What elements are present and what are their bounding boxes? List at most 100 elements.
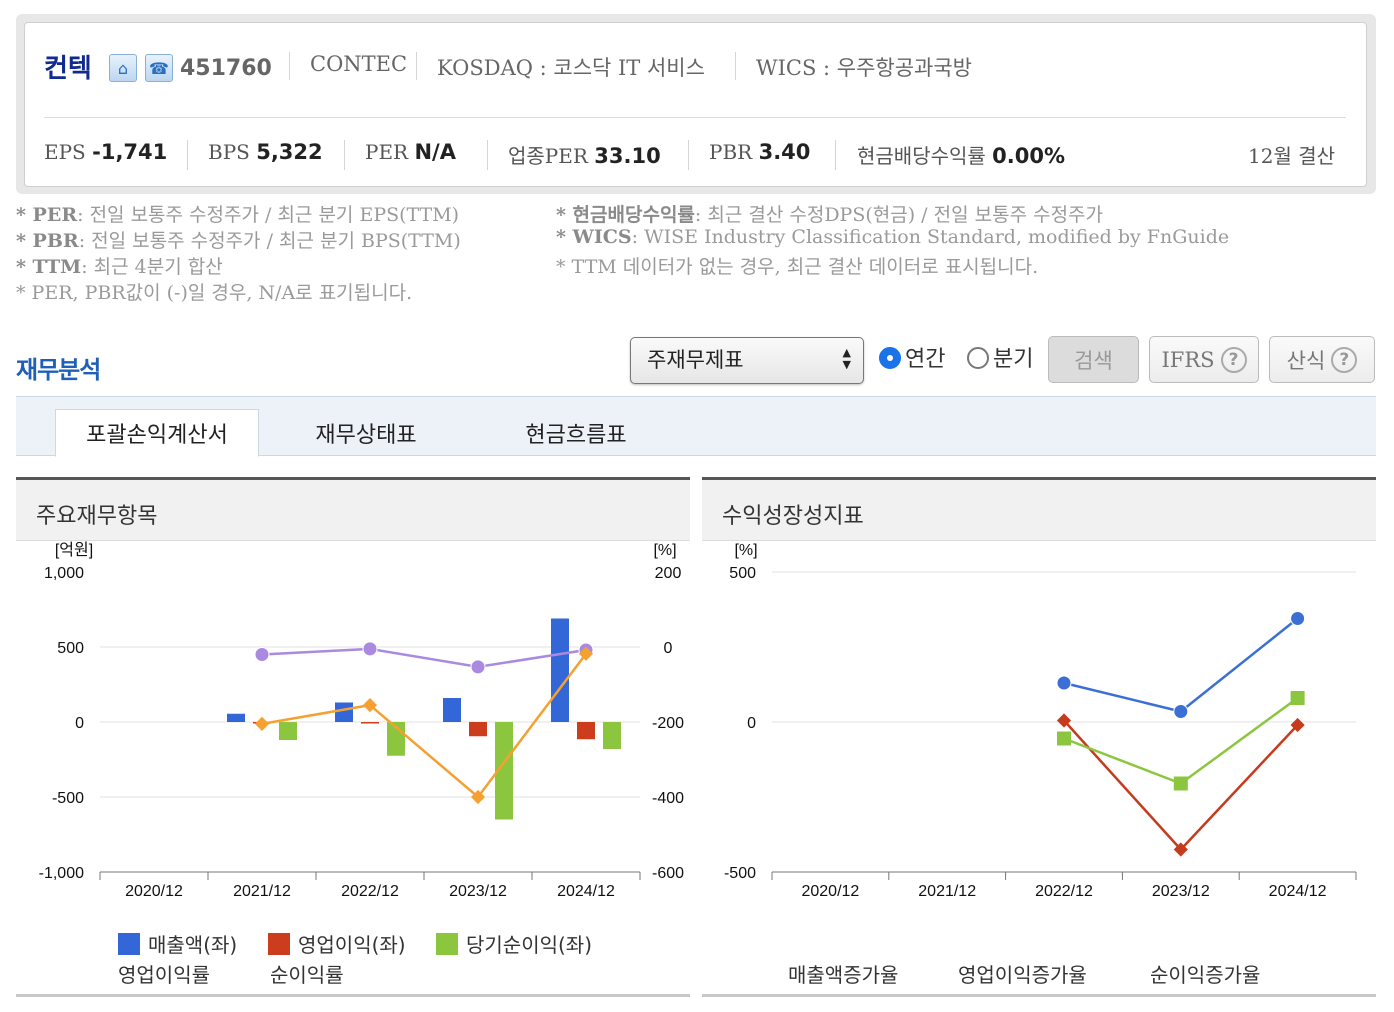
point-net-margin xyxy=(578,646,594,661)
divider xyxy=(487,140,488,170)
note-na: * PER, PBR값이 (-)일 경우, N/A로 표기됩니다. xyxy=(16,282,413,304)
y-tick-label: 1,000 xyxy=(44,565,84,582)
point-net-growth xyxy=(1173,776,1188,791)
help-icon: ? xyxy=(1220,346,1247,373)
radio-quarter[interactable] xyxy=(967,347,989,369)
divider xyxy=(289,52,290,80)
radio-annual-label[interactable]: 연간 xyxy=(905,347,946,372)
company-english-name: CONTEC xyxy=(310,52,408,76)
legend-op-income: 영업이익(좌) xyxy=(268,929,406,958)
legend-net-income: 당기순이익(좌) xyxy=(436,929,592,958)
x-tick-label: 2021/12 xyxy=(233,883,291,900)
point-sales-growth xyxy=(1290,611,1306,626)
settlement-month: 12월 결산 xyxy=(1248,144,1336,168)
header-divider xyxy=(44,117,1346,118)
y-tick-label: -1,000 xyxy=(39,865,84,882)
x-tick-label: 2023/12 xyxy=(449,883,507,900)
growth-indicators-chart: 500 0 -500 [%] 2020/12 2021/12 2022/12 2023/12 2… xyxy=(724,542,1357,900)
bar-net-income xyxy=(279,722,297,740)
bar-net-income xyxy=(603,722,621,749)
metric-dividend-yield: 현금배당수익률 0.00% xyxy=(857,144,1066,168)
main-financials-chart: 1,000 200 500 0 0 -200 -500 -400 -1,000 -600 [억원] [… xyxy=(39,541,684,900)
metric-eps: EPS -1,741 xyxy=(44,140,168,164)
tab-balance-sheet[interactable]: 재무상태표 xyxy=(315,423,417,448)
divider xyxy=(835,140,836,170)
radio-annual[interactable] xyxy=(879,347,901,369)
y2-tick-label: -600 xyxy=(652,865,684,882)
phone-icon[interactable]: ☎ xyxy=(145,54,173,82)
note-dividend: * 현금배당수익률: 최근 결산 수정DPS(현금) / 전일 보통주 수정주가 xyxy=(556,204,1104,226)
legend-swatch xyxy=(436,932,458,955)
x-tick-label: 2021/12 xyxy=(918,883,976,900)
x-tick-label: 2022/12 xyxy=(1035,883,1093,900)
home-icon[interactable]: ⌂ xyxy=(109,54,137,82)
ifrs-button[interactable]: IFRS? xyxy=(1149,336,1259,383)
bar-op-income xyxy=(469,722,487,737)
bar-op-income xyxy=(361,722,379,724)
statement-select[interactable]: 주재무제표 ▲ ▼ xyxy=(630,337,864,384)
line-op-margin xyxy=(261,647,587,669)
metric-industry-per: 업종PER 33.10 xyxy=(508,144,661,168)
x-tick-label: 2022/12 xyxy=(341,883,399,900)
y-axis-unit: [%] xyxy=(734,542,757,559)
search-button[interactable]: 검색 xyxy=(1048,336,1139,383)
y2-tick-label: -200 xyxy=(652,715,684,732)
point-sales-growth xyxy=(1056,675,1072,691)
y2-tick-label: 0 xyxy=(664,640,673,657)
note-ttm-missing: * TTM 데이터가 없는 경우, 최근 결산 데이터로 표시됩니다. xyxy=(556,256,1039,278)
panel-bottom-border xyxy=(702,994,1376,997)
bar-sales xyxy=(551,618,569,722)
x-tick-label: 2020/12 xyxy=(125,883,183,900)
y-axis-unit: [억원] xyxy=(55,541,93,559)
point-net-margin xyxy=(470,789,486,805)
y-tick-label: 0 xyxy=(75,715,84,732)
bar-net-income xyxy=(495,722,513,820)
company-name: 컨텍 xyxy=(44,54,92,84)
line-sales-growth xyxy=(1063,617,1299,713)
x-tick-label: 2024/12 xyxy=(557,883,615,900)
point-net-margin xyxy=(362,698,378,713)
y-tick-label: -500 xyxy=(52,790,84,807)
note-ttm: * TTM: 최근 4분기 합산 xyxy=(16,256,223,278)
note-pbr: * PBR: 전일 보통주 수정주가 / 최근 분기 BPS(TTM) xyxy=(16,230,461,252)
legend-sales: 매출액(좌) xyxy=(118,929,237,958)
tab-income-statement[interactable]: 포괄손익계산서 xyxy=(55,409,259,457)
divider xyxy=(688,140,689,170)
point-net-growth xyxy=(1290,691,1305,705)
growth-indicators-panel: 수익성장성지표 500 0 -500 [%] 2020/12 2021/12 2022/12… xyxy=(702,477,1376,997)
chevron-updown-icon: ▲ ▼ xyxy=(842,346,851,371)
bar-sales xyxy=(335,702,353,722)
radio-quarter-label[interactable]: 분기 xyxy=(993,347,1034,372)
y2-tick-label: 200 xyxy=(655,565,682,582)
x-tick-label: 2023/12 xyxy=(1152,883,1210,900)
point-op-margin xyxy=(254,647,270,662)
panel-title: 주요재무항목 xyxy=(16,477,690,541)
y-tick-label: 0 xyxy=(747,715,756,732)
note-wics: * WICS: WISE Industry Classification Sta… xyxy=(556,226,1230,248)
statement-select-value: 주재무제표 xyxy=(647,348,744,372)
panel-bottom-border xyxy=(16,994,690,997)
formula-button[interactable]: 산식? xyxy=(1269,336,1375,383)
panel-title: 수익성장성지표 xyxy=(702,477,1376,541)
x-tick-label: 2024/12 xyxy=(1269,883,1327,900)
x-tick-label: 2020/12 xyxy=(801,883,859,900)
section-title: 재무분석 xyxy=(16,356,101,384)
legend-swatch xyxy=(268,932,290,955)
bar-op-income xyxy=(577,722,595,740)
metric-pbr: PBR 3.40 xyxy=(709,140,811,164)
legend-sales-growth: 매출액증가율 xyxy=(788,963,899,987)
point-sales-growth xyxy=(1173,704,1189,719)
note-per: * PER: 전일 보통주 수정주가 / 최근 분기 EPS(TTM) xyxy=(16,204,460,226)
tab-cash-flow[interactable]: 현금흐름표 xyxy=(525,423,627,448)
market-classification: KOSDAQ : 코스닥 IT 서비스 xyxy=(437,56,705,80)
statement-tabs: 포괄손익계산서 재무상태표 현금흐름표 xyxy=(16,396,1376,457)
line-net-margin xyxy=(261,652,587,799)
legend-net-margin: 순이익률 xyxy=(270,963,344,987)
main-financials-panel: 주요재무항목 1,000 200 500 0 0 -200 -500 -400 -1,000 -6… xyxy=(16,477,690,997)
legend-net-growth: 순이익증가율 xyxy=(1150,963,1261,987)
legend-swatch xyxy=(118,932,140,955)
divider xyxy=(416,52,417,80)
legend-op-margin: 영업이익률 xyxy=(118,963,210,987)
y2-tick-label: -400 xyxy=(652,790,684,807)
y-tick-label: 500 xyxy=(57,640,84,657)
